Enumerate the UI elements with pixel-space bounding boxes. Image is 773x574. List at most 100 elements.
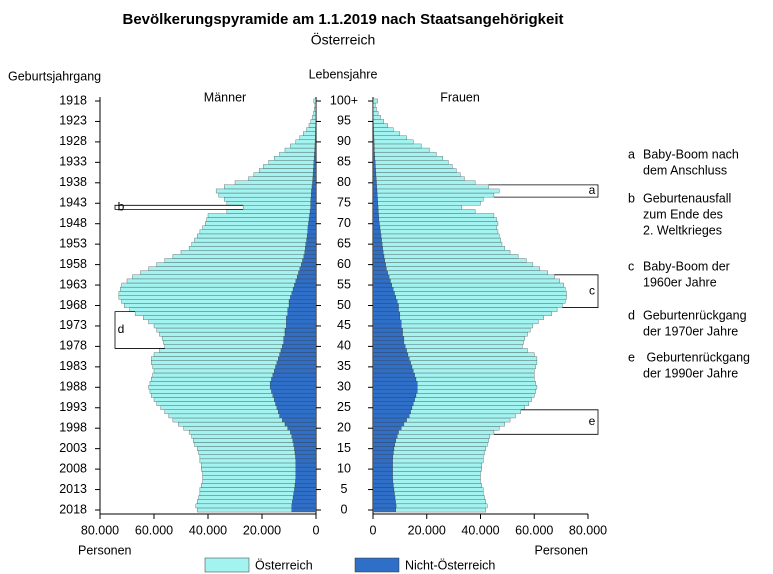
bar — [310, 196, 317, 202]
bar — [393, 446, 487, 451]
year-label: 1978 — [59, 339, 87, 353]
annotation-letter: b — [628, 191, 635, 205]
year-label: 1943 — [59, 196, 87, 210]
bar — [372, 475, 393, 480]
bar — [156, 327, 286, 333]
legend-label: Österreich — [255, 558, 313, 572]
bar — [313, 168, 317, 173]
bar — [284, 331, 317, 337]
bar — [149, 389, 272, 394]
x-tick-label: 40.000 — [189, 523, 227, 537]
bar — [273, 368, 317, 374]
bar — [372, 139, 375, 145]
annotation-letter: a — [628, 147, 635, 161]
bar — [372, 458, 393, 464]
age-label: 60 — [337, 257, 351, 271]
bar — [376, 180, 476, 185]
bar — [372, 446, 395, 451]
x-tick-label: 20.000 — [243, 523, 281, 537]
bar — [372, 209, 379, 214]
year-label: 1988 — [59, 380, 87, 394]
bar — [372, 495, 396, 500]
bar — [372, 409, 411, 415]
bar — [197, 499, 293, 505]
bar — [377, 201, 481, 206]
bar — [372, 241, 383, 247]
year-label: 1973 — [59, 318, 87, 332]
bar — [372, 426, 402, 431]
bar — [399, 315, 544, 320]
bar — [373, 115, 381, 120]
bar — [198, 450, 296, 455]
bar — [372, 352, 409, 357]
bar — [372, 364, 413, 370]
bar — [153, 368, 275, 374]
bar — [269, 381, 317, 386]
annotation-bracket — [114, 204, 244, 210]
bar — [307, 225, 317, 230]
bar — [312, 176, 317, 181]
bar — [153, 397, 275, 402]
bar — [372, 286, 394, 292]
bar — [314, 151, 317, 157]
bar — [197, 233, 308, 239]
bar — [372, 307, 399, 312]
bar — [263, 164, 314, 169]
bar — [392, 470, 481, 476]
bar — [272, 372, 317, 378]
bar — [298, 270, 317, 275]
bar — [373, 119, 384, 124]
bar — [180, 250, 305, 255]
bar — [372, 217, 380, 222]
bar — [292, 286, 317, 292]
bar — [372, 336, 405, 341]
bar — [273, 397, 317, 402]
bar — [372, 393, 417, 398]
bar — [153, 323, 287, 329]
year-label: 1923 — [59, 114, 87, 128]
annotation-letter: c — [589, 283, 595, 297]
annotation-letter: c — [628, 259, 634, 273]
bar — [159, 348, 282, 353]
bar — [373, 111, 379, 116]
bar — [308, 221, 317, 226]
bar — [372, 462, 393, 468]
bar — [305, 241, 317, 247]
age-label: 55 — [337, 277, 351, 291]
year-label: 1953 — [59, 236, 87, 250]
bar — [295, 475, 317, 480]
bar — [302, 258, 317, 263]
bar — [391, 282, 564, 288]
bar — [311, 188, 317, 194]
bar — [148, 385, 271, 390]
bar — [259, 168, 314, 173]
bar — [393, 483, 482, 488]
age-label: 70 — [337, 216, 351, 230]
bar — [374, 160, 449, 165]
bar — [294, 450, 317, 455]
bar — [372, 278, 391, 284]
bar — [372, 201, 378, 206]
bar — [372, 205, 379, 210]
year-label: 1933 — [59, 155, 87, 169]
annotation-text: der 1990er Jahre — [643, 366, 738, 380]
bar — [372, 225, 381, 230]
bar — [197, 507, 292, 513]
bar — [172, 254, 304, 259]
bar — [310, 119, 316, 124]
bar — [372, 381, 418, 386]
bar — [199, 487, 295, 492]
bar — [372, 188, 378, 194]
age-label: 40 — [337, 339, 351, 353]
bar — [168, 413, 280, 419]
bar — [283, 336, 317, 341]
bar — [310, 205, 317, 210]
bar — [242, 205, 311, 210]
bar — [414, 372, 535, 378]
bar — [373, 135, 407, 141]
bar — [160, 405, 277, 410]
bar — [292, 499, 317, 505]
bar — [276, 405, 317, 410]
bar — [373, 131, 401, 136]
